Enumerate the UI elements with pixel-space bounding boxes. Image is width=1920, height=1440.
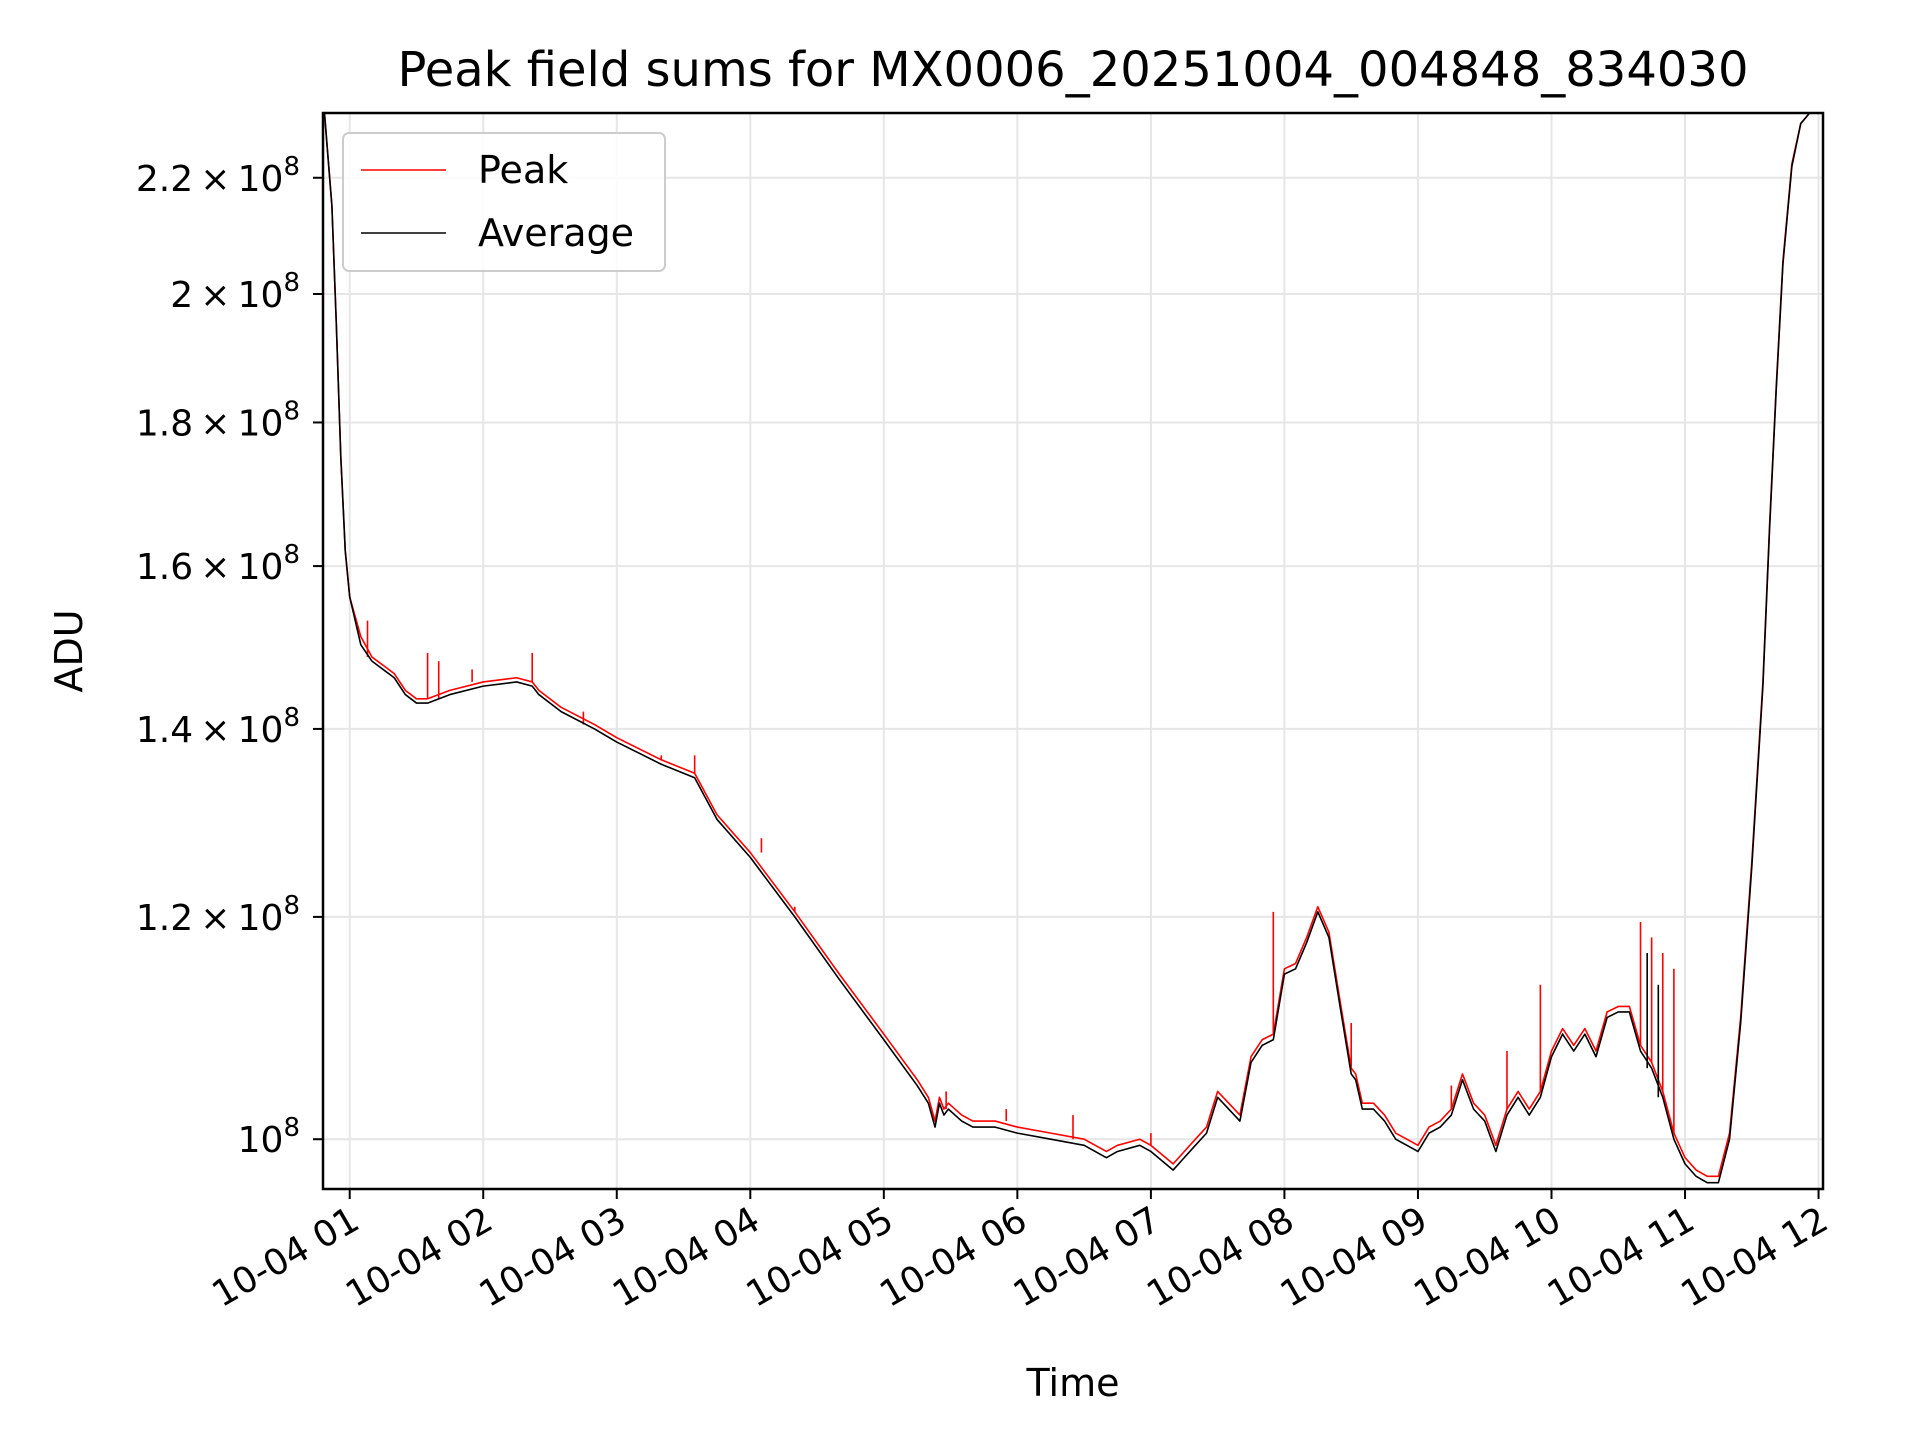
y-tick-label: 1.2 × 108 (136, 891, 300, 939)
legend-label-peak: Peak (478, 148, 568, 192)
y-tick-label: 1.4 × 108 (136, 703, 300, 751)
grid (323, 113, 1823, 1189)
x-axis-label: Time (1026, 1361, 1120, 1405)
plot-frame (321, 111, 1825, 1191)
series-line-average (323, 113, 1823, 1184)
y-tick-label: 1.6 × 108 (136, 540, 300, 588)
legend-label-average: Average (478, 211, 634, 255)
y-tick-label: 2 × 108 (170, 268, 300, 316)
legend: Peak Average (342, 132, 666, 272)
series-layer (323, 113, 1823, 1184)
y-axis-label: ADU (47, 609, 91, 692)
y-tick-label: 1.8 × 108 (136, 396, 300, 444)
y-tick-label: 2.2 × 108 (136, 152, 300, 200)
series-line-peak (323, 113, 1823, 1178)
chart-title: Peak field sums for MX0006_20251004_0048… (397, 42, 1748, 98)
legend-box (342, 132, 666, 272)
